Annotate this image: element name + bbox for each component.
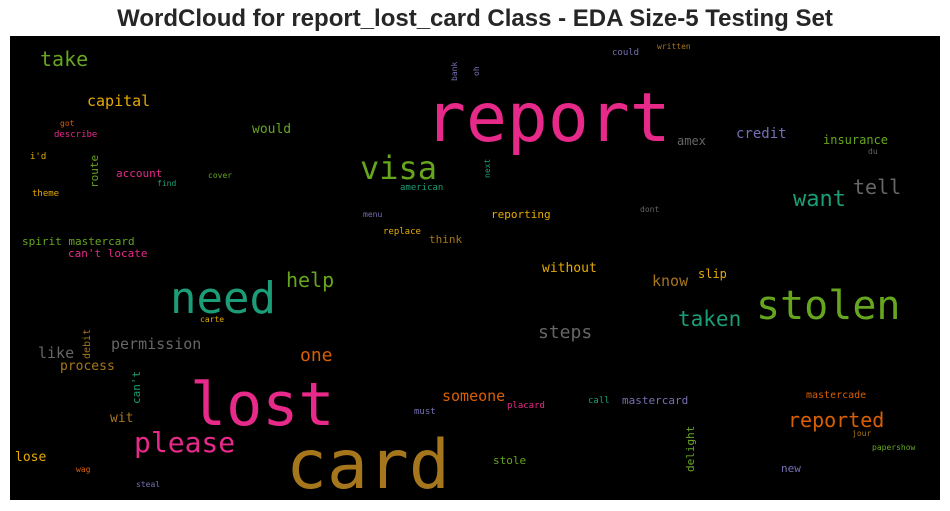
wordcloud-background <box>10 36 940 500</box>
word-next: next <box>483 159 492 178</box>
word-would: would <box>252 122 291 137</box>
word-permission: permission <box>111 335 201 353</box>
word-steps: steps <box>538 322 592 343</box>
word-visa: visa <box>360 149 437 187</box>
word-can-t-locate: can't locate <box>68 247 147 260</box>
word-please: please <box>134 426 235 459</box>
word-got: got <box>60 119 75 128</box>
word-mastercard: mastercard <box>622 394 688 407</box>
word-spirit-mastercard: spirit mastercard <box>22 235 135 248</box>
word-reported: reported <box>788 408 884 432</box>
word-oh: oh <box>472 66 481 76</box>
word-stole: stole <box>493 454 526 467</box>
word-report: report <box>425 79 671 158</box>
word-replace: replace <box>383 227 421 237</box>
word-card: card <box>286 426 450 500</box>
word-can-t: can't <box>130 371 143 404</box>
word-insurance: insurance <box>823 133 888 147</box>
word-someone: someone <box>442 387 505 405</box>
word-debit: debit <box>82 329 93 359</box>
word-american: american <box>400 183 443 193</box>
word-describe: describe <box>54 130 97 140</box>
word-route: route <box>88 155 101 188</box>
word-reporting: reporting <box>491 208 551 221</box>
word-jour: jour <box>852 429 871 438</box>
word-dont: dont <box>640 205 659 214</box>
word-placard: placard <box>507 401 545 411</box>
word-call: call <box>588 396 610 406</box>
word-want: want <box>793 187 846 212</box>
word-find: find <box>157 179 176 188</box>
word-help: help <box>286 268 334 292</box>
word-delight: delight <box>684 426 697 472</box>
word-know: know <box>652 272 689 290</box>
word-process: process <box>60 359 115 374</box>
word-like: like <box>38 344 74 362</box>
word-one: one <box>300 345 333 366</box>
word-carte: carte <box>200 315 224 324</box>
word-theme: theme <box>32 189 59 199</box>
word-new: new <box>781 462 801 475</box>
word-account: account <box>116 167 162 180</box>
word-lost: lost <box>190 370 335 440</box>
word-take: take <box>40 47 88 71</box>
word-stolen: stolen <box>756 283 901 329</box>
word-taken: taken <box>678 307 741 331</box>
word-think: think <box>429 233 462 246</box>
word-written: written <box>657 42 691 51</box>
word-mastercade: mastercade <box>806 390 866 401</box>
word-without: without <box>542 261 597 276</box>
word-tell: tell <box>853 175 901 199</box>
word-du: du <box>868 147 878 156</box>
word-could: could <box>612 48 639 58</box>
word-i-d: i'd <box>30 152 46 162</box>
word-cover: cover <box>208 171 232 180</box>
word-amex: amex <box>677 134 706 148</box>
word-wit: wit <box>110 411 133 426</box>
word-credit: credit <box>736 126 787 142</box>
word-steal: steal <box>136 480 160 489</box>
word-menu: menu <box>363 210 382 219</box>
word-wag: wag <box>76 465 91 474</box>
word-bank: bank <box>450 62 459 81</box>
word-papershow: papershow <box>872 443 916 452</box>
word-lose: lose <box>15 450 46 465</box>
word-must: must <box>414 407 436 417</box>
word-need: need <box>170 273 276 324</box>
word-capital: capital <box>87 92 150 110</box>
word-slip: slip <box>698 267 727 281</box>
chart-title: WordCloud for report_lost_card Class - E… <box>117 5 833 32</box>
